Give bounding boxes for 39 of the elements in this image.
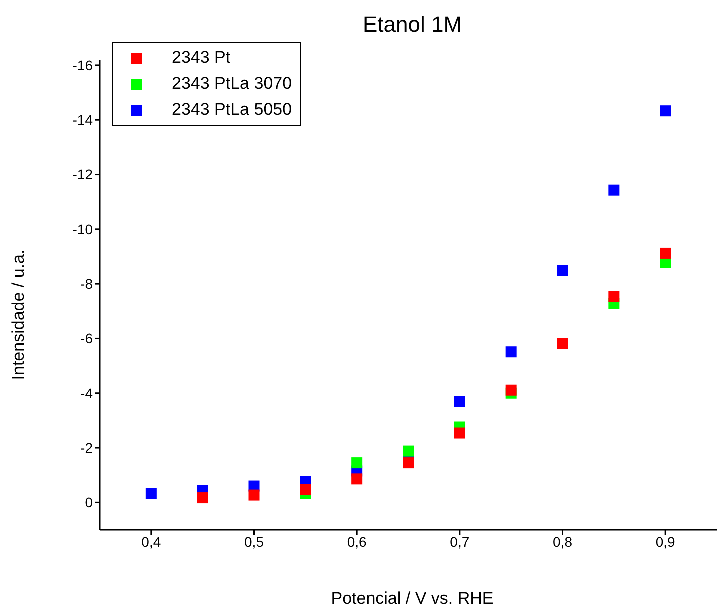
point [454,396,466,408]
x-tick-label: 0,6 [347,534,368,550]
legend-label: 2343 PtLa 5050 [172,99,292,121]
point [352,458,363,469]
point [608,184,620,196]
point [248,490,260,501]
y-tick-label: 0 [85,494,94,511]
point [403,446,414,457]
point [660,106,672,117]
y-axis-title: Intensidade / u.a. [9,250,29,380]
point [454,428,466,439]
x-tick-label: 0,5 [244,534,264,550]
chart-title: Etanol 1M [362,12,464,38]
x-tick-label: 0,4 [142,534,162,550]
y-tick-label: -2 [80,440,94,456]
point [557,265,568,276]
point [506,346,517,358]
point [352,474,363,485]
y-tick-label: -4 [80,385,94,402]
y-tick-label: -14 [72,112,94,128]
y-tick-label: -12 [72,166,94,183]
y-tick-label: -16 [72,57,94,74]
legend-label: 2343 PtLa 3070 [172,73,292,95]
x-axis-title: Potencial / V vs. RHE [330,589,495,609]
y-tick-label: -8 [80,276,94,292]
x-tick-label: 0,8 [553,534,573,550]
point [403,458,414,469]
point [146,488,157,500]
point [557,338,568,350]
legend-label: 2343 Pt [172,47,231,69]
y-tick-label: -6 [80,330,94,347]
point [608,291,620,302]
x-tick-label: 0,9 [656,534,676,550]
x-tick-label: 0,7 [450,534,470,550]
point [197,492,208,504]
point [660,248,672,259]
y-tick-label: -10 [72,221,94,238]
point [506,384,517,396]
point [300,484,312,496]
